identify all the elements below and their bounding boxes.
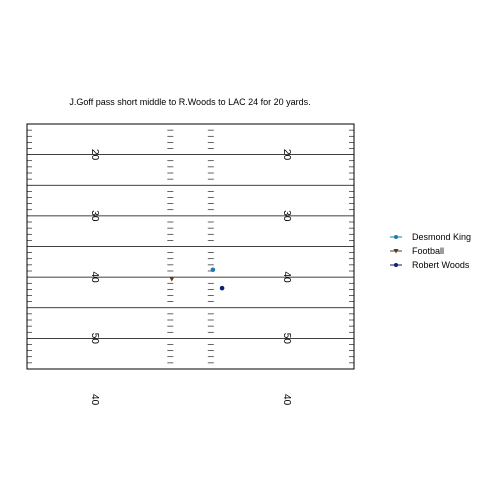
legend-marker	[394, 235, 398, 239]
legend-label: Robert Woods	[412, 260, 470, 270]
legend-label: Football	[412, 246, 444, 256]
yard-number: 40	[281, 272, 292, 284]
football-marker	[169, 276, 175, 282]
player-point	[219, 285, 225, 291]
field: 20 20 30 30 40 40 50 50 40 40	[26, 123, 355, 406]
yard-number: 50	[89, 333, 100, 345]
yard-number: 30	[281, 210, 292, 222]
chart-title: J.Goff pass short middle to R.Woods to L…	[69, 97, 310, 107]
yard-number: 40	[89, 272, 100, 284]
yard-number: 40	[281, 394, 292, 406]
legend: Desmond King Football Robert Woods	[390, 232, 471, 270]
yard-number: 20	[281, 149, 292, 161]
yard-number: 20	[89, 149, 100, 161]
yard-number: 50	[281, 333, 292, 345]
legend-marker	[393, 249, 399, 254]
legend-marker	[394, 263, 398, 267]
player-positions	[169, 267, 225, 291]
player-point	[210, 267, 216, 273]
legend-label: Desmond King	[412, 232, 471, 242]
yard-number: 40	[89, 394, 100, 406]
yard-number: 30	[89, 210, 100, 222]
